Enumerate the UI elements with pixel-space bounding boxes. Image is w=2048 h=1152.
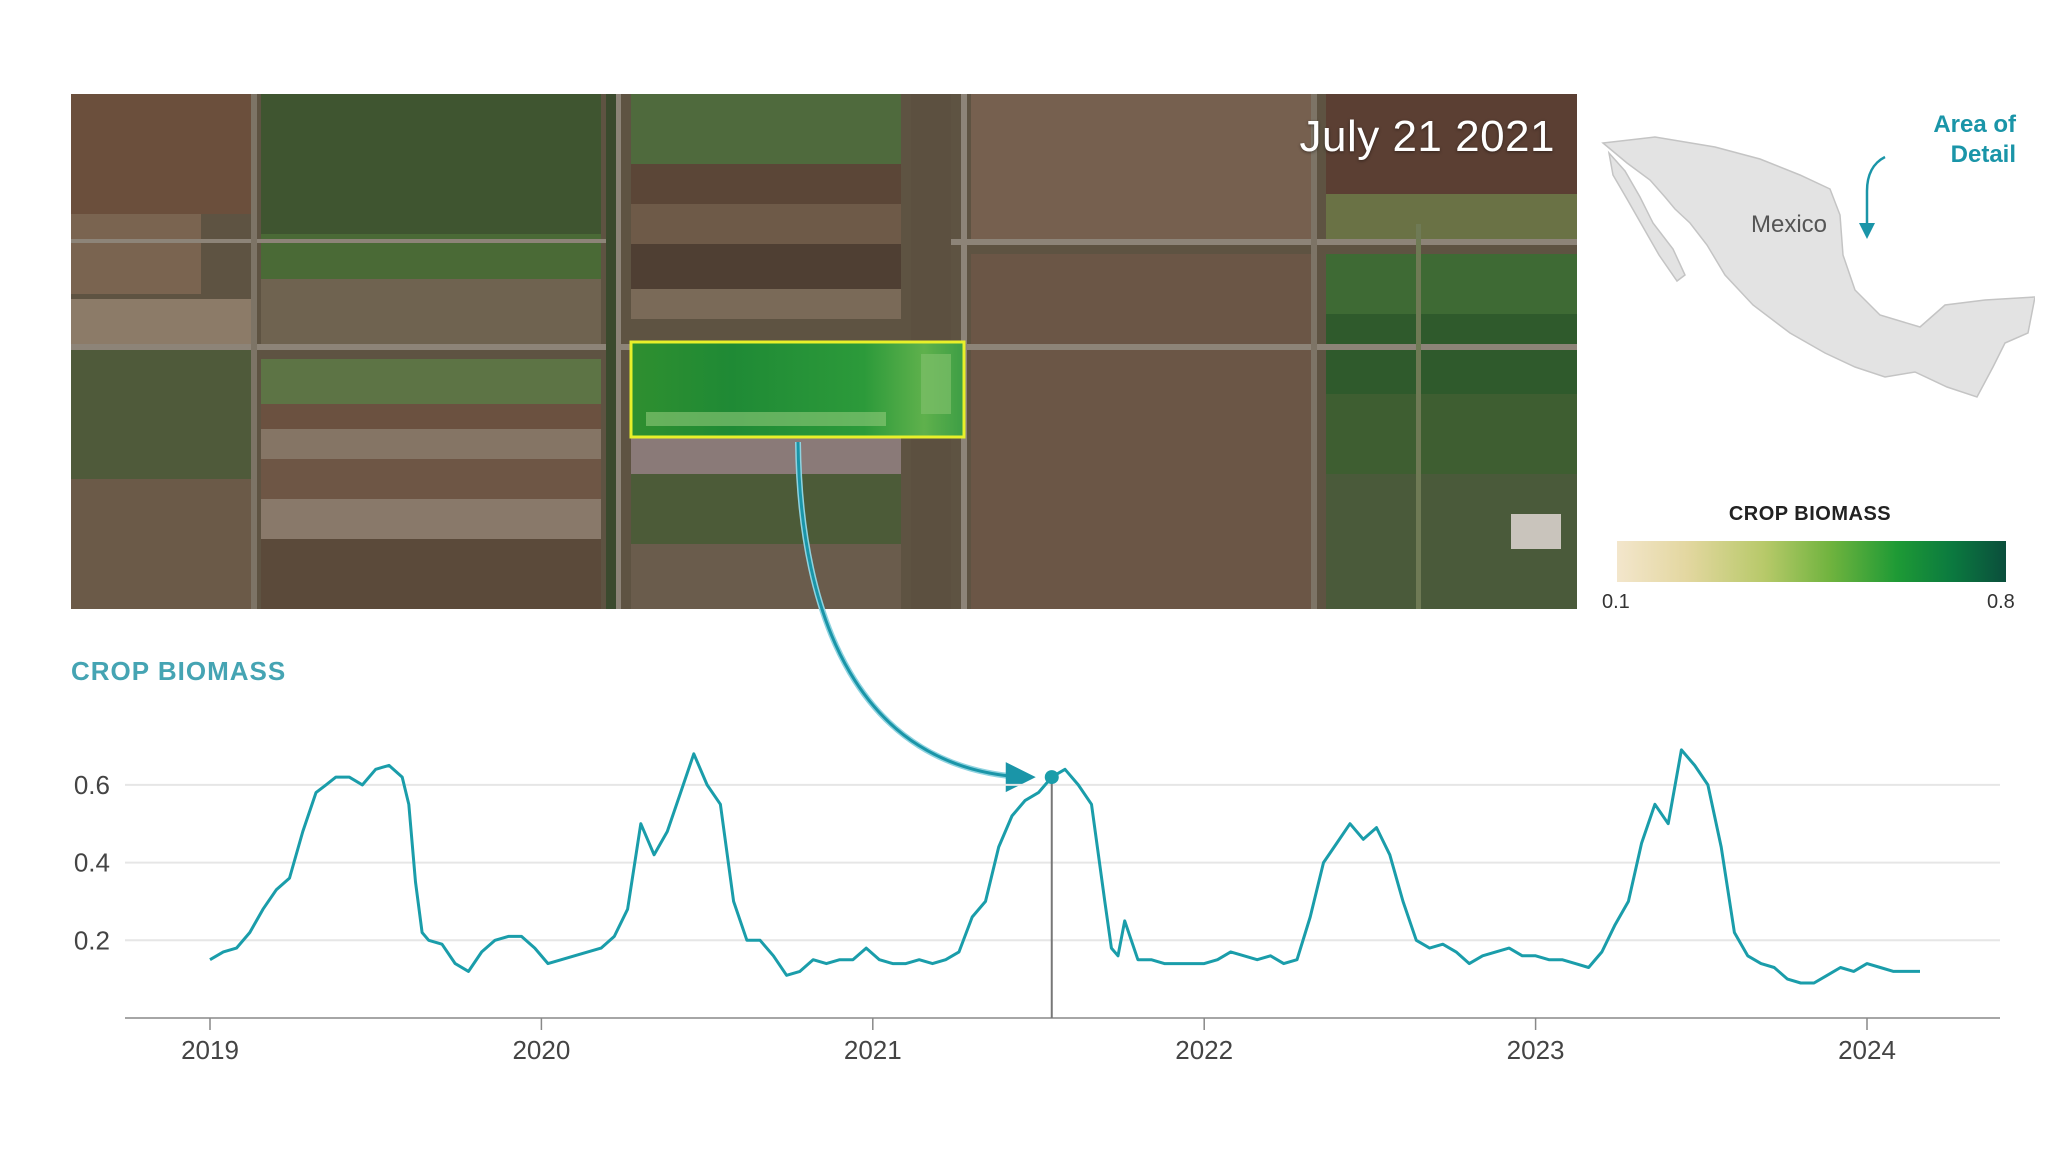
callout-arrow-line [1865,155,1886,230]
chart-series [209,748,1920,985]
legend-color-ramp [1617,541,2006,582]
x-tick-label: 2020 [512,1035,570,1065]
x-tick-label: 2021 [844,1035,902,1065]
area-of-detail-line: Detail [1951,141,2016,168]
y-axis-ticks: 0.2 0.4 0.6 [74,770,110,955]
y-tick-label: 0.6 [74,770,110,800]
inset-map: Mexico Area of Detail [1595,105,2036,405]
connector-line [796,441,1022,779]
x-axis-ticks: 2019 2020 2021 2022 2023 2024 [181,1018,1896,1065]
chart-gridlines [125,783,2000,942]
highlight-point [1044,770,1059,785]
x-tick-label: 2022 [1175,1035,1233,1065]
x-tick-label: 2019 [181,1035,239,1065]
legend-title: CROP BIOMASS [1728,503,1892,525]
callout-arrow-icon [1859,223,1875,239]
biomass-line-chart: 0.2 0.4 0.6 2019 2020 2021 2022 2023 2024 [74,748,2000,1065]
legend-min-label: 0.1 [1602,591,1630,613]
image-date: July 21 2021 [1299,112,1555,161]
satellite-image: July 21 2021 [71,94,1577,609]
country-label: Mexico [1751,211,1827,238]
series-line [209,748,1920,985]
y-tick-label: 0.4 [74,848,110,878]
mexico-map-shape [1601,136,2036,398]
x-tick-label: 2023 [1507,1035,1565,1065]
area-of-detail-label: Area of Detail [1933,111,2017,168]
chart-highlight [1044,770,1059,1018]
satellite-fields [71,94,1577,609]
area-of-detail-line: Area of [1933,111,2017,138]
chart-title: CROP BIOMASS [71,656,287,686]
legend-max-label: 0.8 [1987,591,2015,613]
x-tick-label: 2024 [1838,1035,1896,1065]
y-tick-label: 0.2 [74,925,110,955]
